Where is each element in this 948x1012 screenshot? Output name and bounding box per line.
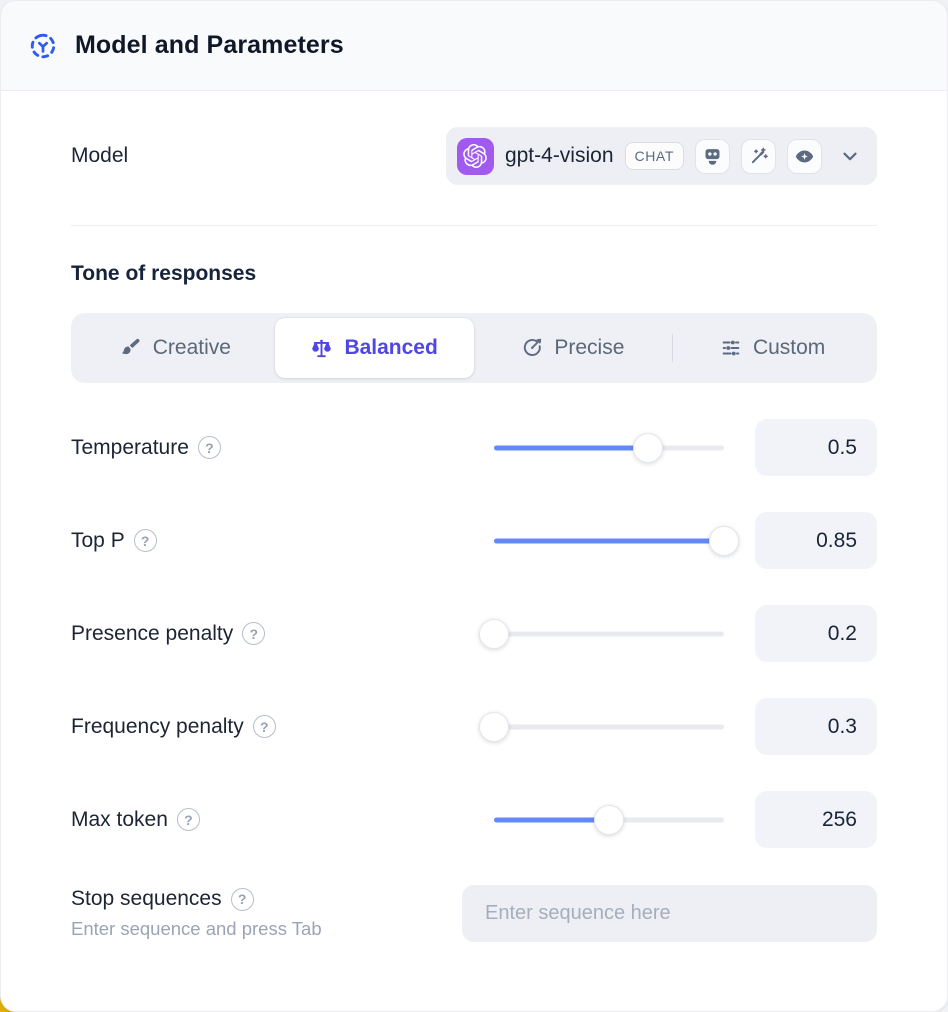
max-token-slider[interactable] — [494, 804, 724, 835]
slider-fill — [494, 445, 649, 450]
top-p-slider[interactable] — [494, 525, 739, 556]
model-select-dropdown[interactable]: gpt-4-vision CHAT — [445, 127, 877, 185]
paintbrush-icon — [120, 337, 142, 359]
tab-label: Precise — [554, 336, 625, 359]
frequency-penalty-value[interactable]: 0.3 — [755, 698, 877, 755]
stop-sequence-input[interactable] — [462, 885, 877, 942]
param-row-temperature: Temperature ? 0.5 — [71, 419, 877, 476]
param-label: Max token — [71, 807, 168, 831]
temperature-value[interactable]: 0.5 — [755, 419, 877, 476]
help-icon[interactable]: ? — [133, 529, 157, 552]
model-row: Model gpt-4-vision CHAT — [71, 127, 877, 185]
panel-body: Model gpt-4-vision CHAT — [1, 91, 947, 1011]
panel-header: Model and Parameters — [1, 1, 947, 91]
tab-label: Creative — [152, 336, 231, 359]
slider-thumb[interactable] — [594, 804, 624, 835]
tab-label: Balanced — [344, 336, 438, 359]
temperature-slider[interactable] — [494, 432, 724, 463]
model-label: Model — [71, 144, 129, 167]
slider-thumb[interactable] — [479, 711, 509, 742]
help-icon[interactable]: ? — [230, 887, 254, 911]
max-token-value[interactable]: 256 — [755, 791, 877, 848]
slider-track[interactable] — [494, 631, 724, 636]
param-label: Top P — [71, 528, 125, 552]
section-divider — [71, 225, 877, 226]
robot-icon — [695, 138, 730, 174]
openai-logo — [456, 137, 494, 175]
help-icon[interactable]: ? — [242, 622, 266, 645]
frequency-penalty-slider[interactable] — [479, 711, 724, 742]
tab-label: Custom — [752, 336, 826, 359]
vision-eye-icon — [787, 138, 822, 174]
param-label: Presence penalty — [71, 621, 234, 645]
tab-balanced[interactable]: Balanced — [274, 318, 474, 378]
slider-thumb[interactable] — [709, 525, 739, 556]
tone-tabbar: Creative — [71, 313, 877, 383]
tab-custom[interactable]: Custom — [673, 318, 872, 378]
model-type-badge: CHAT — [624, 142, 684, 170]
magic-wand-icon — [741, 138, 776, 174]
stop-sequences-label: Stop sequences — [71, 887, 222, 910]
slider-thumb[interactable] — [633, 432, 664, 463]
param-label: Temperature — [71, 435, 189, 459]
sliders-icon — [720, 337, 742, 359]
tone-heading: Tone of responses — [71, 262, 257, 285]
slider-fill — [494, 817, 609, 822]
slider-track[interactable] — [494, 724, 724, 729]
presence-penalty-value[interactable]: 0.2 — [755, 605, 877, 662]
help-icon[interactable]: ? — [252, 715, 276, 738]
chevron-down-icon — [839, 145, 861, 167]
presence-penalty-slider[interactable] — [479, 618, 724, 649]
tab-separator — [672, 334, 674, 362]
help-icon[interactable]: ? — [197, 436, 221, 459]
param-row-max-token: Max token ? 256 — [71, 791, 877, 848]
param-row-presence-penalty: Presence penalty ? 0.2 — [71, 605, 877, 662]
help-icon[interactable]: ? — [176, 808, 200, 831]
param-label: Frequency penalty — [71, 714, 244, 738]
slider-thumb[interactable] — [479, 618, 509, 649]
stop-sequences-row: Stop sequences ? Enter sequence and pres… — [71, 885, 877, 942]
tab-creative[interactable]: Creative — [76, 318, 275, 378]
param-row-top-p: Top P ? 0.85 — [71, 512, 877, 569]
param-row-frequency-penalty: Frequency penalty ? 0.3 — [71, 698, 877, 755]
slider-fill — [494, 538, 724, 543]
scales-icon — [310, 337, 333, 360]
goal-icon — [521, 337, 543, 359]
orbit-icon — [29, 32, 57, 60]
panel-title: Model and Parameters — [75, 31, 344, 59]
tab-precise[interactable]: Precise — [474, 318, 673, 378]
top-p-value[interactable]: 0.85 — [755, 512, 877, 569]
stop-sequences-helper: Enter sequence and press Tab — [71, 918, 322, 939]
selected-model-name: gpt-4-vision — [504, 144, 614, 167]
